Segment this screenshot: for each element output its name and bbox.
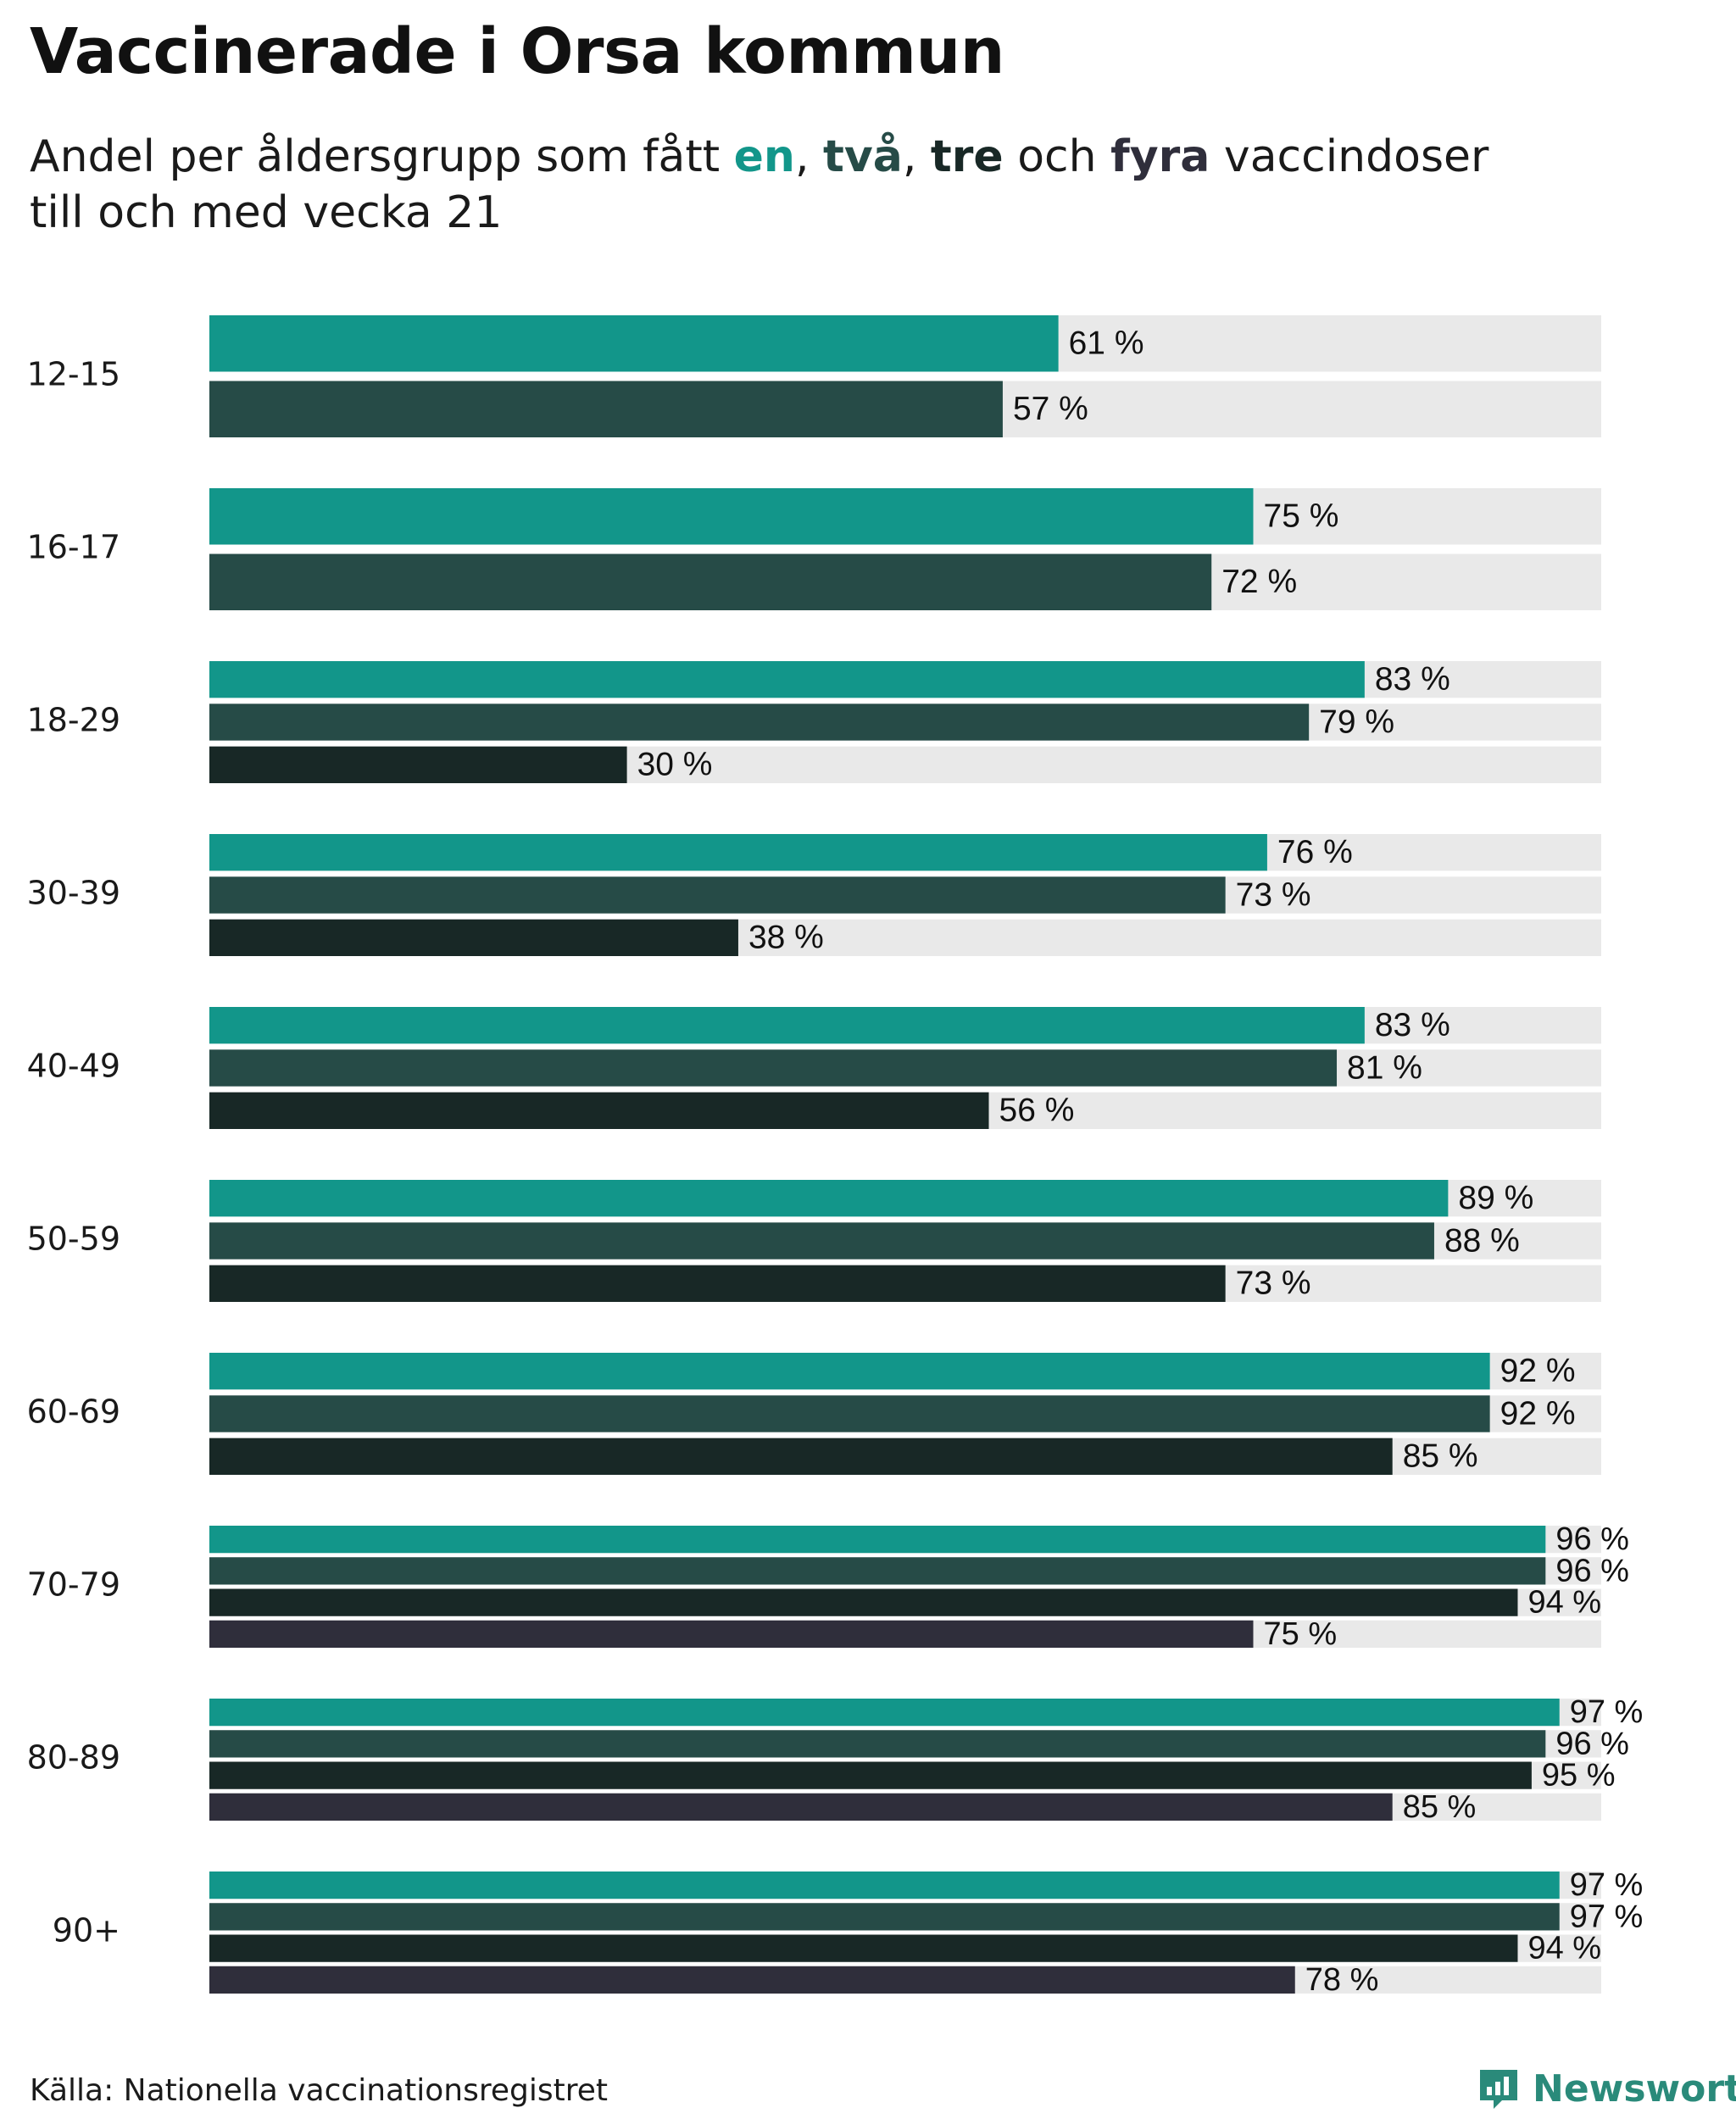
data-label: 94 % — [1527, 1931, 1601, 1966]
bar-3 — [209, 1588, 1518, 1616]
data-label: 61 % — [1069, 325, 1144, 362]
subtitle-dose2-word: två — [823, 131, 903, 182]
data-label: 78 % — [1305, 1962, 1379, 1998]
data-label: 76 % — [1277, 834, 1353, 870]
bar-3 — [209, 1934, 1518, 1962]
chart-subtitle: Andel per åldersgrupp som fått en, två, … — [30, 129, 1640, 241]
category-label: 12-15 — [27, 356, 120, 393]
category-label: 18-29 — [27, 702, 120, 739]
subtitle-prefix: Andel per åldersgrupp som fått — [30, 131, 734, 182]
bar-2 — [209, 1557, 1546, 1585]
data-label: 97 % — [1570, 1899, 1644, 1934]
data-label: 85 % — [1403, 1438, 1478, 1475]
data-label: 75 % — [1264, 498, 1339, 535]
data-label: 56 % — [999, 1093, 1075, 1129]
data-label: 92 % — [1500, 1395, 1576, 1432]
bar-1 — [209, 315, 1059, 372]
data-label: 38 % — [748, 920, 824, 956]
subtitle-suffix: vaccindoser — [1210, 131, 1489, 182]
bar-3 — [209, 1092, 989, 1129]
subtitle-dose1-word: en — [733, 131, 795, 182]
data-label: 81 % — [1347, 1049, 1422, 1086]
bar-3 — [209, 919, 738, 956]
bar-3 — [209, 1438, 1393, 1475]
bar-2 — [209, 553, 1212, 610]
bar-2 — [209, 704, 1310, 741]
data-label: 95 % — [1542, 1758, 1616, 1794]
bar-2 — [209, 1903, 1560, 1931]
data-label: 30 % — [637, 747, 713, 783]
data-label: 92 % — [1500, 1353, 1576, 1389]
bar-1 — [209, 1353, 1490, 1390]
data-label: 96 % — [1555, 1521, 1629, 1557]
bar-1 — [209, 1180, 1449, 1217]
bar-1 — [209, 1526, 1546, 1554]
bar-2 — [209, 381, 1003, 437]
bar-1 — [209, 1699, 1560, 1727]
bar-3 — [209, 1761, 1532, 1789]
bar-4 — [209, 1620, 1254, 1648]
category-label: 80-89 — [27, 1739, 120, 1777]
category-label: 16-17 — [27, 529, 120, 566]
bar-4 — [209, 1793, 1393, 1821]
bar-1 — [209, 488, 1254, 545]
subtitle-separator: , — [794, 131, 824, 182]
subtitle-dose4-word: fyra — [1110, 131, 1210, 182]
bar-2 — [209, 1049, 1338, 1087]
data-label: 97 % — [1570, 1694, 1644, 1730]
bar-2 — [209, 876, 1226, 914]
data-label: 85 % — [1403, 1789, 1477, 1825]
data-label: 73 % — [1236, 876, 1311, 913]
subtitle-conjunction: och — [1003, 131, 1111, 182]
category-label: 40-49 — [27, 1048, 120, 1085]
bar-1 — [209, 834, 1267, 871]
data-label: 75 % — [1264, 1616, 1338, 1652]
chart-title: Vaccinerade i Orsa kommun — [30, 15, 1004, 88]
bar-chart: 12-15 61 % 57 % 16-17 75 % 72 % 18-29 83 % 79 % 3… — [27, 315, 1644, 1998]
category-label: 50-59 — [27, 1221, 120, 1258]
data-label: 57 % — [1013, 391, 1088, 427]
data-label: 72 % — [1221, 564, 1297, 600]
brand-logo: Newsworthy — [1477, 2065, 1736, 2112]
data-label: 96 % — [1555, 1553, 1629, 1588]
newsworthy-logo-icon — [1480, 2070, 1517, 2109]
source-note: Källa: Nationella vaccinationsregistret — [30, 2073, 608, 2108]
category-label: 70-79 — [27, 1566, 120, 1604]
brand-name: Newsworthy — [1533, 2066, 1736, 2111]
subtitle-line2: till och med vecka 21 — [30, 187, 503, 238]
data-label: 96 % — [1555, 1726, 1629, 1761]
data-label: 94 % — [1527, 1585, 1601, 1621]
data-label: 97 % — [1570, 1867, 1644, 1903]
category-label: 60-69 — [27, 1393, 120, 1431]
data-label: 83 % — [1375, 1007, 1450, 1043]
data-label: 83 % — [1375, 661, 1450, 698]
data-label: 89 % — [1458, 1180, 1533, 1216]
bar-2 — [209, 1730, 1546, 1758]
bar-1 — [209, 1007, 1365, 1044]
subtitle-separator: , — [902, 131, 931, 182]
data-label: 73 % — [1236, 1265, 1311, 1302]
bar-3 — [209, 746, 627, 783]
bar-2 — [209, 1222, 1434, 1260]
data-label: 79 % — [1319, 704, 1394, 740]
bar-2 — [209, 1395, 1490, 1432]
bar-1 — [209, 1872, 1560, 1899]
category-label: 30-39 — [27, 875, 120, 912]
subtitle-dose3-word: tre — [930, 131, 1004, 182]
data-label: 88 % — [1444, 1222, 1520, 1259]
bar-1 — [209, 661, 1365, 698]
category-label: 90+ — [53, 1912, 120, 1949]
bar-4 — [209, 1966, 1295, 1994]
bar-3 — [209, 1265, 1226, 1302]
